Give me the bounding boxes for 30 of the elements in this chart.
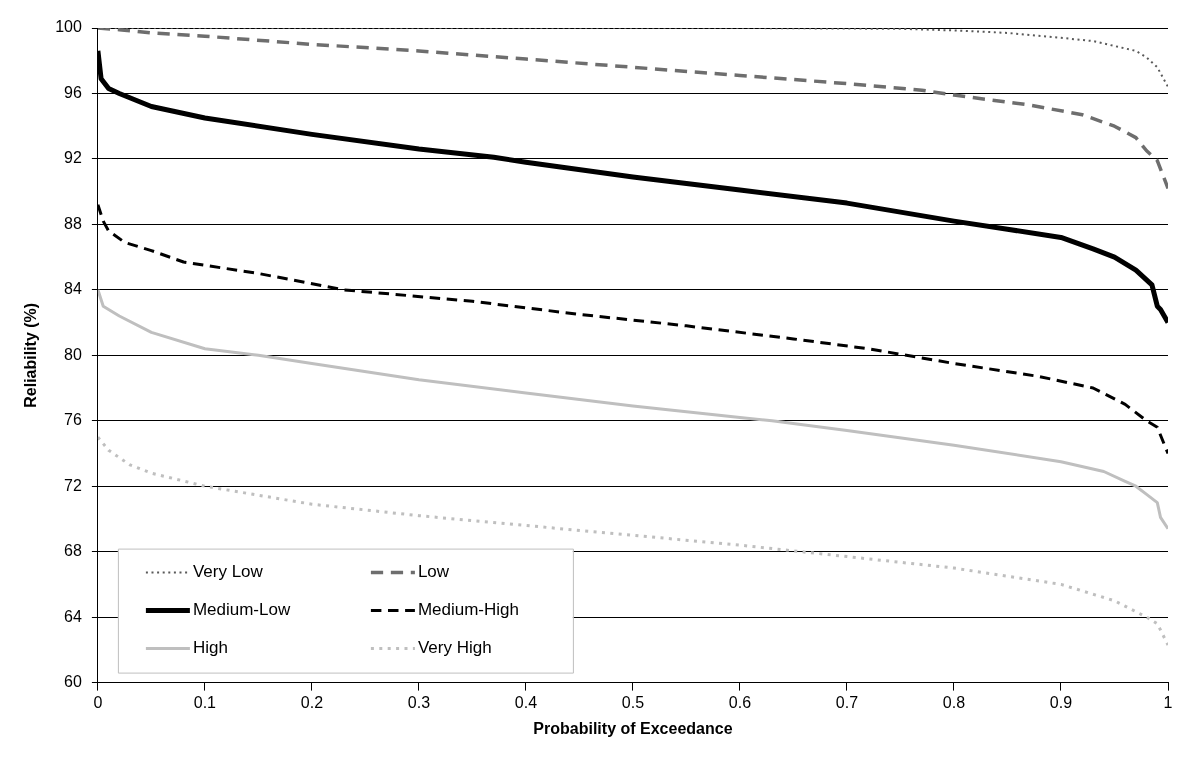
legend-label: Very High: [417, 638, 492, 658]
y-axis-title: Reliability (%): [22, 302, 40, 408]
x-tick-label: 0.5: [621, 693, 645, 711]
y-tick-label: 72: [64, 476, 82, 494]
x-tick-label: 0.9: [1049, 693, 1073, 711]
legend-label: Medium-High: [417, 600, 519, 620]
y-tick-label: 92: [64, 149, 82, 167]
y-tick-label: 100: [55, 18, 82, 36]
y-tick-label: 84: [64, 280, 82, 298]
y-tick-label: 80: [64, 345, 82, 363]
y-tick-label: 88: [64, 214, 82, 232]
y-tick-label: 76: [64, 411, 82, 429]
legend-label: Medium-Low: [192, 600, 291, 620]
x-tick-label: 0.8: [942, 693, 966, 711]
y-tick-label: 96: [64, 83, 82, 101]
legend-label: Very Low: [192, 562, 264, 582]
x-tick-label: 0.2: [300, 693, 324, 711]
y-tick-label: 68: [64, 542, 82, 560]
x-tick-label: 0: [93, 693, 103, 711]
legend-label: Low: [417, 562, 450, 582]
x-tick-label: 0.4: [514, 693, 538, 711]
x-tick-label: 0.6: [728, 693, 752, 711]
x-axis-title: Probability of Exceedance: [533, 719, 733, 737]
legend-label: High: [192, 638, 228, 658]
x-tick-label: 1: [1163, 693, 1173, 711]
y-tick-label: 64: [64, 607, 82, 625]
y-tick-label: 60: [64, 673, 82, 691]
x-tick-label: 0.1: [193, 693, 217, 711]
x-tick-label: 0.3: [407, 693, 431, 711]
x-tick-label: 0.7: [835, 693, 859, 711]
